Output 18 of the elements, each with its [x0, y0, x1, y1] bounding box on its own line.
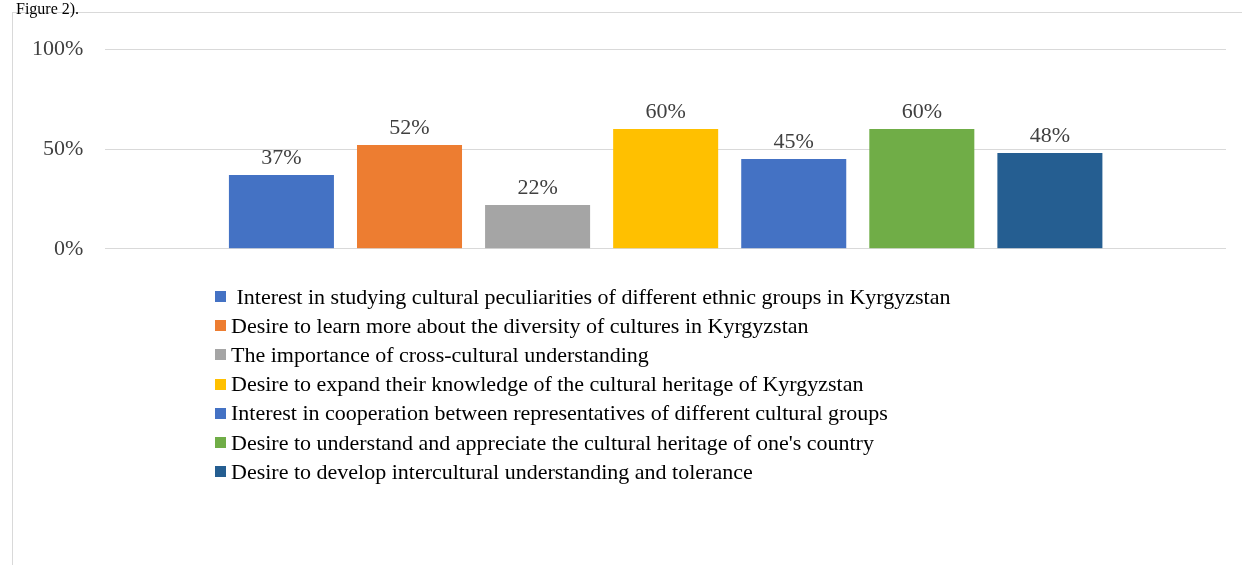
legend-label: Interest in cooperation between representatives of different cultural groups: [231, 400, 888, 427]
caption: Figure 2).: [16, 0, 80, 18]
legend-label: Desire to develop intercultural understanding and tolerance: [231, 458, 753, 485]
y-tick-label: 0%: [54, 234, 84, 260]
legend-label: Desire to understand and appreciate the cultural heritage of one's country: [231, 429, 874, 456]
data-label: 60%: [645, 97, 686, 123]
data-label: 22%: [517, 173, 558, 199]
legend-label: Desire to expand their knowledge of the cultural heritage of Kyrgyzstan: [231, 371, 864, 398]
data-label: 60%: [901, 97, 942, 123]
y-tick-label: 100%: [32, 34, 84, 60]
y-tick-label: 50%: [43, 134, 84, 160]
legend-label: The importance of cross-cultural understanding: [231, 341, 649, 368]
legend-label: Desire to learn more about the diversity of cultures in Kyrgyzstan: [231, 312, 809, 339]
data-label: 37%: [261, 143, 302, 169]
data-label: 52%: [389, 113, 430, 139]
data-label: 45%: [773, 127, 814, 153]
data-label: 48%: [1029, 121, 1071, 147]
legend-label: Interest in studying cultural peculiarities of different ethnic groups in Kyrgyzstan: [235, 283, 951, 310]
